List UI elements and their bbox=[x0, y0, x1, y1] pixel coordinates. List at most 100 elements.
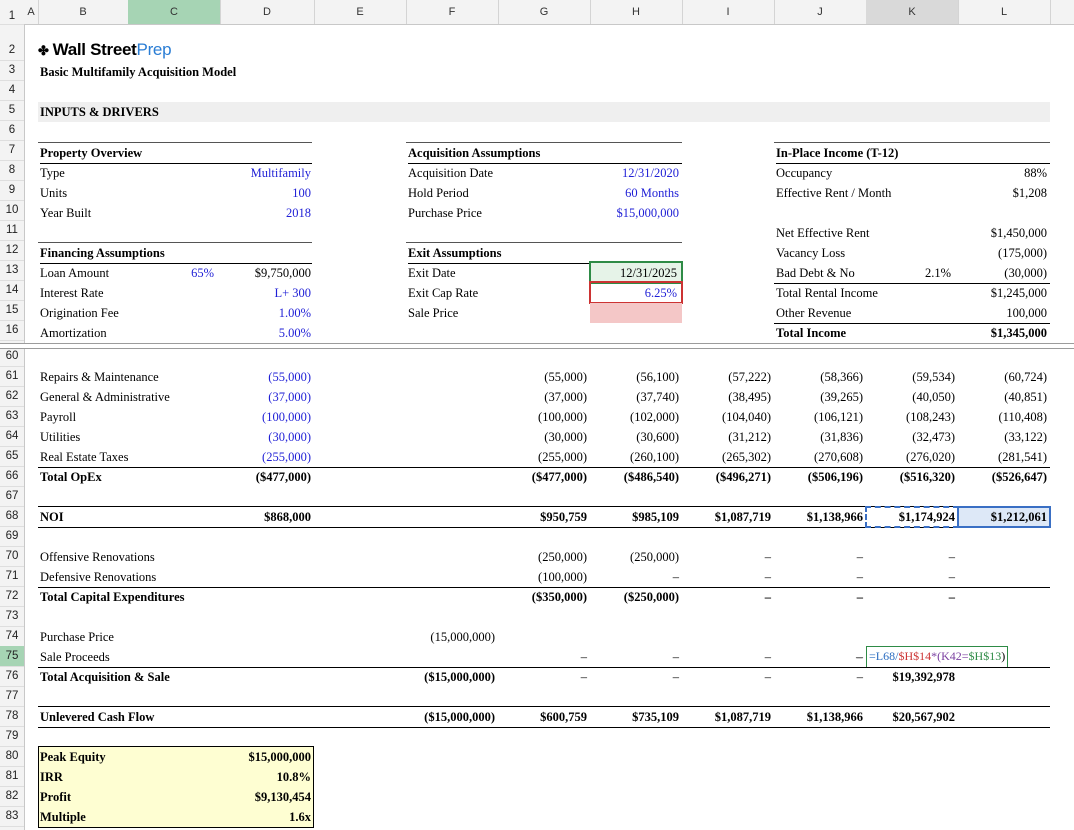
capex-y2[interactable]: (250,000) bbox=[630, 550, 679, 564]
sale-proceeds-y3[interactable]: – bbox=[764, 650, 771, 664]
vacancy-loss-value[interactable]: (175,000) bbox=[998, 246, 1047, 260]
opex-y3[interactable]: (265,302) bbox=[722, 450, 771, 464]
total-capex-y4[interactable]: – bbox=[856, 590, 863, 604]
col-header-b[interactable]: B bbox=[38, 0, 129, 24]
acquisition-date-value[interactable]: 12/31/2020 bbox=[622, 166, 679, 180]
row-header[interactable]: 7 bbox=[0, 140, 24, 161]
row-header[interactable]: 70 bbox=[0, 546, 24, 567]
opex-y1[interactable]: (37,000) bbox=[544, 390, 587, 404]
total-acq-sale-y4[interactable]: – bbox=[856, 670, 863, 684]
noi-y5[interactable]: $1,174,924 bbox=[898, 510, 955, 524]
ucf-y1[interactable]: $600,759 bbox=[540, 710, 587, 724]
opex-y4[interactable]: (106,121) bbox=[814, 410, 863, 424]
capex-y4[interactable]: – bbox=[856, 550, 863, 564]
total-capex-y5[interactable]: – bbox=[948, 590, 955, 604]
sale-proceeds-formula-editor[interactable]: =L68/$H$14*(K42=$H$13) bbox=[866, 646, 1009, 668]
col-header-g[interactable]: G bbox=[498, 0, 591, 24]
opex-base[interactable]: (37,000) bbox=[268, 390, 311, 404]
total-capex-y3[interactable]: – bbox=[764, 590, 771, 604]
opex-y4[interactable]: (39,265) bbox=[820, 390, 863, 404]
bad-debt-pct[interactable]: 2.1% bbox=[924, 266, 951, 280]
exit-date-value[interactable]: 12/31/2025 bbox=[620, 266, 677, 280]
capex-y3[interactable]: – bbox=[764, 550, 771, 564]
interest-rate-value[interactable]: L+ 300 bbox=[274, 286, 311, 300]
exit-cap-rate-value[interactable]: 6.25% bbox=[644, 286, 677, 300]
row-header[interactable]: 78 bbox=[0, 706, 24, 727]
opex-y1[interactable]: (55,000) bbox=[544, 370, 587, 384]
row-header[interactable]: 14 bbox=[0, 280, 24, 301]
col-header-h[interactable]: H bbox=[590, 0, 683, 24]
opex-base[interactable]: (100,000) bbox=[262, 410, 311, 424]
noi-y6[interactable]: $1,212,061 bbox=[990, 510, 1047, 524]
opex-y1[interactable]: (30,000) bbox=[544, 430, 587, 444]
row-header[interactable]: 9 bbox=[0, 180, 24, 201]
opex-y3[interactable]: (104,040) bbox=[722, 410, 771, 424]
row-header[interactable]: 15 bbox=[0, 300, 24, 321]
row-header[interactable]: 11 bbox=[0, 220, 24, 241]
effective-rent-value[interactable]: $1,208 bbox=[1012, 186, 1047, 200]
opex-y5[interactable]: (108,243) bbox=[906, 410, 955, 424]
ucf-y2[interactable]: $735,109 bbox=[632, 710, 679, 724]
col-header-f[interactable]: F bbox=[406, 0, 499, 24]
loan-amount-value[interactable]: $9,750,000 bbox=[254, 266, 311, 280]
opex-base[interactable]: (55,000) bbox=[268, 370, 311, 384]
row-header[interactable]: 62 bbox=[0, 386, 24, 407]
opex-y5[interactable]: (40,050) bbox=[912, 390, 955, 404]
loan-ltv-pct[interactable]: 65% bbox=[191, 266, 214, 280]
opex-y3[interactable]: (31,212) bbox=[728, 430, 771, 444]
capex-y5[interactable]: – bbox=[948, 550, 955, 564]
opex-y2[interactable]: (30,600) bbox=[636, 430, 679, 444]
col-header-l[interactable]: L bbox=[958, 0, 1051, 24]
row-header[interactable]: 67 bbox=[0, 486, 24, 507]
total-rental-income-value[interactable]: $1,245,000 bbox=[990, 286, 1047, 300]
row-header[interactable]: 71 bbox=[0, 566, 24, 587]
row-header[interactable]: 8 bbox=[0, 160, 24, 181]
opex-y2[interactable]: (102,000) bbox=[630, 410, 679, 424]
opex-y2[interactable]: (37,740) bbox=[636, 390, 679, 404]
row-header[interactable]: 80 bbox=[0, 746, 24, 767]
noi-y4[interactable]: $1,138,966 bbox=[806, 510, 863, 524]
noi-y2[interactable]: $985,109 bbox=[632, 510, 679, 524]
total-opex-y5[interactable]: ($516,320) bbox=[899, 470, 955, 484]
col-header-j[interactable]: J bbox=[774, 0, 867, 24]
ucf-y4[interactable]: $1,138,966 bbox=[806, 710, 863, 724]
origination-fee-value[interactable]: 1.00% bbox=[278, 306, 311, 320]
opex-y4[interactable]: (270,608) bbox=[814, 450, 863, 464]
year-built-value[interactable]: 2018 bbox=[286, 206, 311, 220]
col-header-i[interactable]: I bbox=[682, 0, 775, 24]
row-header[interactable]: 77 bbox=[0, 686, 24, 707]
opex-y5[interactable]: (32,473) bbox=[912, 430, 955, 444]
total-opex-y4[interactable]: ($506,196) bbox=[807, 470, 863, 484]
ucf-y0[interactable]: ($15,000,000) bbox=[424, 710, 495, 724]
occupancy-value[interactable]: 88% bbox=[1024, 166, 1047, 180]
opex-base[interactable]: (255,000) bbox=[262, 450, 311, 464]
ucf-y5[interactable]: $20,567,902 bbox=[892, 710, 956, 724]
property-type-value[interactable]: Multifamily bbox=[250, 166, 311, 180]
opex-y6[interactable]: (33,122) bbox=[1004, 430, 1047, 444]
row-header[interactable]: 60 bbox=[0, 346, 24, 367]
row-header[interactable]: 12 bbox=[0, 240, 24, 261]
row-header[interactable]: 82 bbox=[0, 786, 24, 807]
total-capex-y1[interactable]: ($350,000) bbox=[531, 590, 587, 604]
opex-y5[interactable]: (59,534) bbox=[912, 370, 955, 384]
peak-equity-value[interactable]: $15,000,000 bbox=[248, 750, 312, 764]
row-header[interactable]: 6 bbox=[0, 120, 24, 141]
row-header[interactable]: 61 bbox=[0, 366, 24, 387]
total-opex-y3[interactable]: ($496,271) bbox=[715, 470, 771, 484]
capex-y4[interactable]: – bbox=[856, 570, 863, 584]
col-header-k[interactable]: K bbox=[866, 0, 959, 24]
noi-base[interactable]: $868,000 bbox=[264, 510, 311, 524]
total-acq-sale-y0[interactable]: ($15,000,000) bbox=[424, 670, 495, 684]
row-header[interactable]: 5 bbox=[0, 100, 24, 121]
opex-y3[interactable]: (38,495) bbox=[728, 390, 771, 404]
opex-y2[interactable]: (56,100) bbox=[636, 370, 679, 384]
sale-proceeds-y4[interactable]: – bbox=[856, 650, 863, 664]
opex-y1[interactable]: (255,000) bbox=[538, 450, 587, 464]
sale-price-cell[interactable] bbox=[590, 303, 682, 323]
row-header[interactable]: 1 bbox=[0, 8, 24, 25]
row-header[interactable]: 4 bbox=[0, 80, 24, 101]
row-header[interactable]: 16 bbox=[0, 320, 24, 341]
row-header[interactable]: 10 bbox=[0, 200, 24, 221]
irr-value[interactable]: 10.8% bbox=[276, 770, 311, 784]
noi-y1[interactable]: $950,759 bbox=[540, 510, 587, 524]
